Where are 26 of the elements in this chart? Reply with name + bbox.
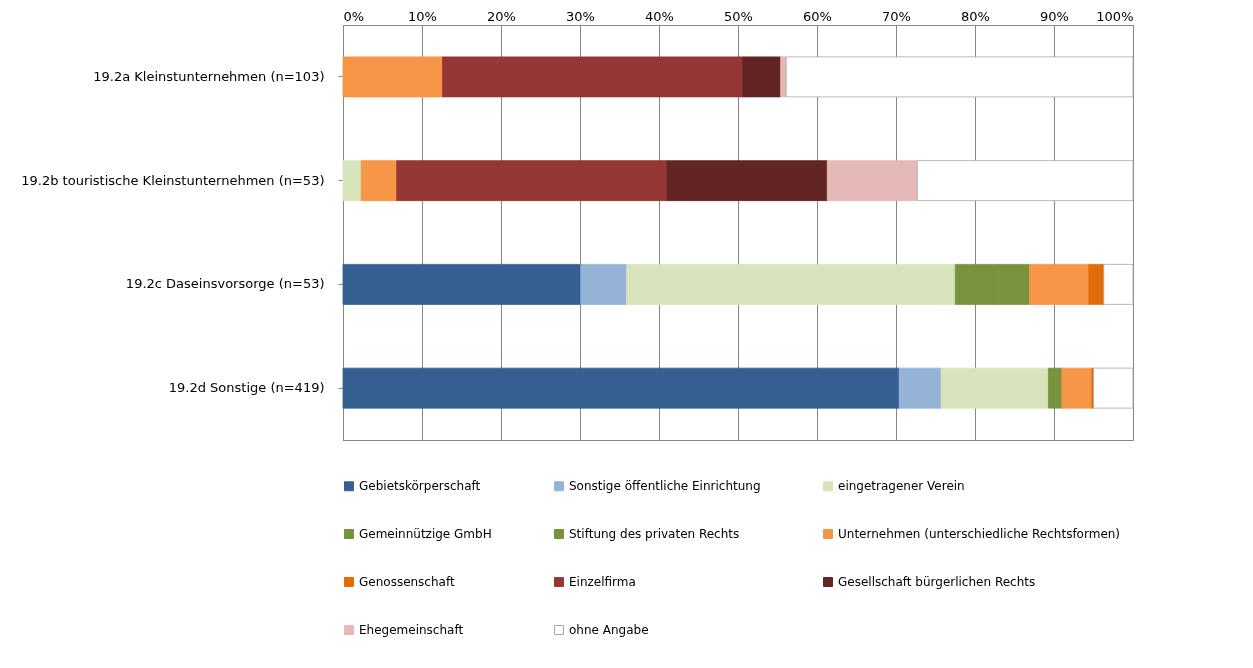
legend-label: Einzelfirma (569, 575, 636, 589)
x-tick-label: 70% (882, 8, 911, 24)
legend-label: Genossenschaft (359, 575, 455, 589)
x-tick-label: 60% (803, 8, 832, 24)
y-tick-label: 19.2b touristische Kleinstunternehmen (n=53) (21, 172, 325, 188)
x-tick-label: 80% (961, 8, 990, 24)
legend-label: eingetragener Verein (838, 479, 965, 494)
legend-label: Unternehmen (unterschiedliche Rechtsformen) (838, 527, 1121, 541)
x-tick-label: 20% (487, 8, 516, 24)
y-tick-label: 19.2c Daseinsvorsorge (n=53) (125, 276, 325, 292)
x-tick-label: 100% (1096, 8, 1134, 24)
legend-label: Gemeinnützige GmbH (359, 527, 492, 541)
x-tick-label: 40% (645, 8, 674, 24)
y-tick-label: 19.2a Kleinstunternehmen (n=103) (93, 68, 325, 84)
legend-label: Gebietskörperschaft (359, 479, 481, 494)
x-tick-label: 10% (408, 8, 437, 24)
legend-label: Ehegemeinschaft (359, 623, 464, 637)
legend-label: Stiftung des privaten Rechts (569, 527, 740, 541)
x-tick-label: 50% (724, 8, 753, 24)
legend-label: ohne Angabe (569, 623, 649, 637)
y-tick-label: 19.2d Sonstige (n=419) (168, 380, 325, 396)
x-tick-label: 30% (566, 8, 595, 24)
legend-label: Gesellschaft bürgerlichen Rechts (838, 575, 1036, 589)
x-tick-label: 0% (343, 8, 365, 24)
legend-label: Sonstige öffentliche Einrichtung (569, 479, 761, 494)
x-tick-label: 90% (1040, 8, 1069, 24)
